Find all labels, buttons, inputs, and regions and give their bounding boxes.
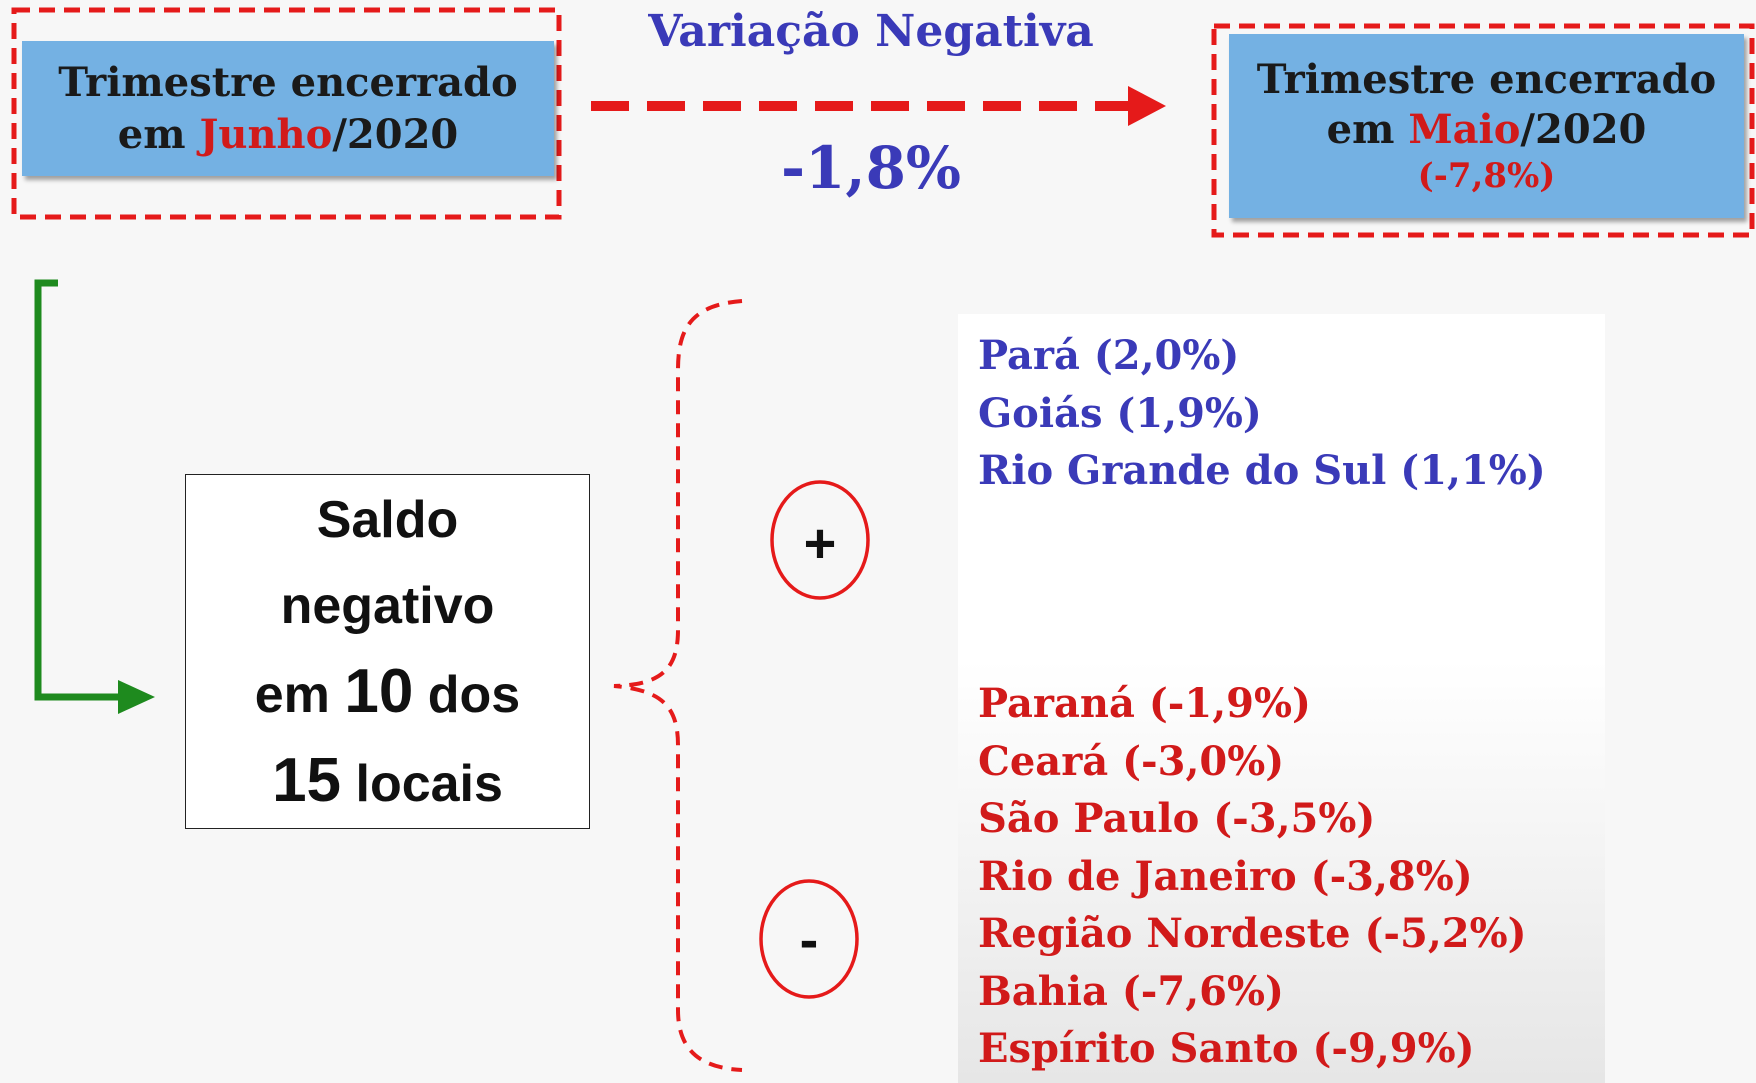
list-item: São Paulo (-3,5%) xyxy=(978,795,1376,842)
right-box: Trimestre encerrado em Maio/2020 (-7,8%) xyxy=(1229,34,1744,218)
list-panel: Pará (2,0%) Goiás (1,9%) Rio Grande do Sul… xyxy=(958,314,1605,1083)
arrow-title: Variação Negativa xyxy=(648,6,1094,57)
right-box-line2: em Maio/2020 xyxy=(1327,105,1647,155)
text: em xyxy=(254,665,345,724)
list-item: Rio Grande do Sul (1,1%) xyxy=(978,447,1546,494)
list-item: Espírito Santo (-9,9%) xyxy=(978,1025,1475,1072)
arrow-head xyxy=(1128,86,1166,126)
text: dos xyxy=(413,665,521,724)
number: 15 xyxy=(272,745,342,815)
text: locais xyxy=(341,754,503,813)
right-box-line1: Trimestre encerrado xyxy=(1256,55,1717,103)
minus-circle xyxy=(759,879,859,999)
list-item: Pará (2,0%) xyxy=(978,332,1240,379)
brace xyxy=(613,299,743,1072)
list-item: Região Nordeste (-5,2%) xyxy=(978,910,1527,957)
list-item: Rio de Janeiro (-3,8%) xyxy=(978,852,1473,900)
plus-circle xyxy=(770,480,870,600)
right-dashed-frame xyxy=(1211,23,1755,238)
summary-line: negativo xyxy=(280,576,495,635)
list-item: Paraná (-1,9%) xyxy=(978,680,1311,727)
month: Junho xyxy=(199,110,333,158)
summary-line: em 10 dos xyxy=(186,649,589,738)
summary-line: 15 locais xyxy=(186,738,589,827)
text: /2020 xyxy=(332,110,459,158)
summary-line: Saldo xyxy=(316,490,459,549)
left-box-line2: em Junho/2020 xyxy=(118,109,459,161)
number: 10 xyxy=(344,656,414,726)
list-item: Ceará (-3,0%) xyxy=(978,737,1285,785)
text: em xyxy=(1326,105,1409,153)
list-item: Goiás (1,9%) xyxy=(978,389,1262,437)
right-box-change: (-7,8%) xyxy=(1417,155,1556,196)
green-arrow-head xyxy=(118,680,155,714)
arrow-value: -1,8% xyxy=(780,134,962,202)
green-connector xyxy=(34,279,122,701)
list-item: Bahia (-7,6%) xyxy=(978,967,1284,1015)
left-box: Trimestre encerrado em Junho/2020 xyxy=(22,41,554,176)
left-box-line1: Trimestre encerrado xyxy=(58,58,518,106)
month: Maio xyxy=(1408,105,1521,153)
text: /2020 xyxy=(1520,105,1647,153)
left-dashed-frame xyxy=(11,7,562,220)
plus-symbol: + xyxy=(803,511,837,575)
text: em xyxy=(117,110,200,158)
summary-box: Saldo negativo em 10 dos 15 locais xyxy=(185,474,590,829)
minus-symbol: - xyxy=(799,907,819,971)
